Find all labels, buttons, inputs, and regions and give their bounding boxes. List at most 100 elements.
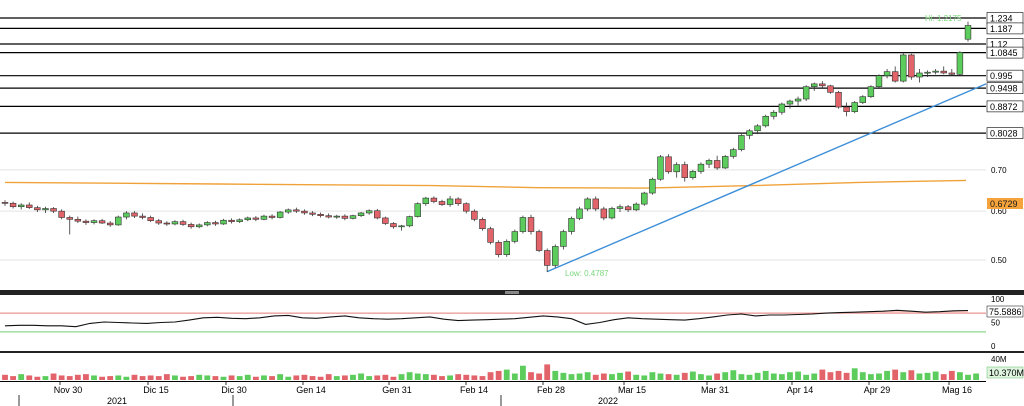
volume-bar [900,372,907,380]
volume-value-tag-bg [986,366,1024,379]
volume-bar [147,375,154,380]
volume-bar [673,374,680,380]
candle-body [665,156,672,173]
volume-bar [948,370,955,380]
panel-separator-handle[interactable] [505,291,519,294]
candle-body [90,220,98,223]
rsi-value-tag-label: 75.5886 [989,307,1022,317]
volume-bar [568,374,575,380]
time-axis: Nov 30 Dic 15 Dic 30 Gen 14 Gen 31 Feb 14 Feb … [0,381,1024,406]
candle-body [657,156,664,180]
candle-body [131,212,138,217]
volume-bar [665,374,672,380]
candle-body [155,220,162,224]
date-label: Dic 15 [143,385,169,395]
price-axis-tick: 0.50 [991,256,1007,265]
rsi-axis-tick: 50 [991,319,1000,328]
volume-bar [795,371,801,380]
candle-body [827,85,834,93]
candle-body [179,221,187,225]
volume-bar [139,376,146,380]
volume-bar [592,374,599,380]
candle-body [819,83,826,87]
volume-bar [430,374,437,380]
date-label: Feb 28 [537,385,565,395]
price-axis-tick: 0.60 [991,207,1007,216]
volume-bar [228,375,235,380]
volume-bar [471,375,478,380]
level-tag-label: 1.0845 [990,48,1018,58]
candle-body [349,215,357,219]
candle-body [204,222,211,226]
volume-bar [317,376,324,380]
volume-bar [698,374,704,380]
candle-body [705,160,713,165]
level-tag-label: 0.8872 [990,102,1018,112]
volume-bar [876,373,882,380]
candle-body [390,223,397,228]
candle-body [722,156,729,169]
rsi-value-tag-bg [986,305,1024,318]
candle-body [74,219,82,222]
volume-bar [722,372,729,380]
volume-bar [714,373,721,380]
volume-bar [609,374,615,380]
candle-body [333,215,341,218]
volume-bar [309,376,316,380]
volume-bar [940,374,947,380]
volume-bar [455,374,462,380]
candle-body [851,102,858,112]
candle-body [624,206,632,211]
volume-bar [495,370,502,380]
volume-bar [576,373,583,380]
candle-body [471,210,478,220]
candles [1,21,972,273]
volume-bar [406,372,413,380]
volume-bar [536,373,543,380]
candle-body [268,215,276,218]
candle-body [414,203,421,217]
candle-body [479,219,486,229]
candle-body [309,212,316,215]
volume-bar [252,376,259,380]
volume-bar [58,375,65,380]
volume-bar [10,376,17,380]
volume-bar [301,374,308,380]
candle-body [382,217,389,224]
volume-bar [50,373,57,380]
candle-body [220,219,227,225]
volume-bar [528,372,534,380]
candle-body [50,208,57,212]
volume-bar [325,374,332,380]
ma-value-tag-label: 0.6729 [990,199,1018,209]
candle-body [940,70,947,74]
candle-body [770,111,777,117]
candle-body [365,210,373,214]
volume-bar [762,370,769,380]
candle-body [511,231,519,242]
level-tag-label: 1.234 [990,14,1013,24]
candle-body [900,54,907,82]
candle-body [932,70,939,73]
candle-body [835,92,842,108]
volume-bar [819,369,826,380]
volume-bar [293,375,300,380]
date-label: Apr 29 [864,385,891,395]
candle-body [301,210,308,214]
level-tag-label: 0.995 [990,71,1013,81]
candle-body [956,52,964,75]
price-panel-bg [0,0,986,288]
candle-body [552,246,559,266]
volume-bar [973,373,980,380]
volume-bar [204,375,211,380]
candle-body [1,202,9,204]
candle-body [422,197,430,204]
rsi-axis-tick: 0 [991,342,996,351]
volume-bar [172,375,178,380]
volume-bar [91,375,97,380]
volume-bar [600,373,607,380]
candle-body [754,125,761,132]
candle-body [341,215,349,219]
